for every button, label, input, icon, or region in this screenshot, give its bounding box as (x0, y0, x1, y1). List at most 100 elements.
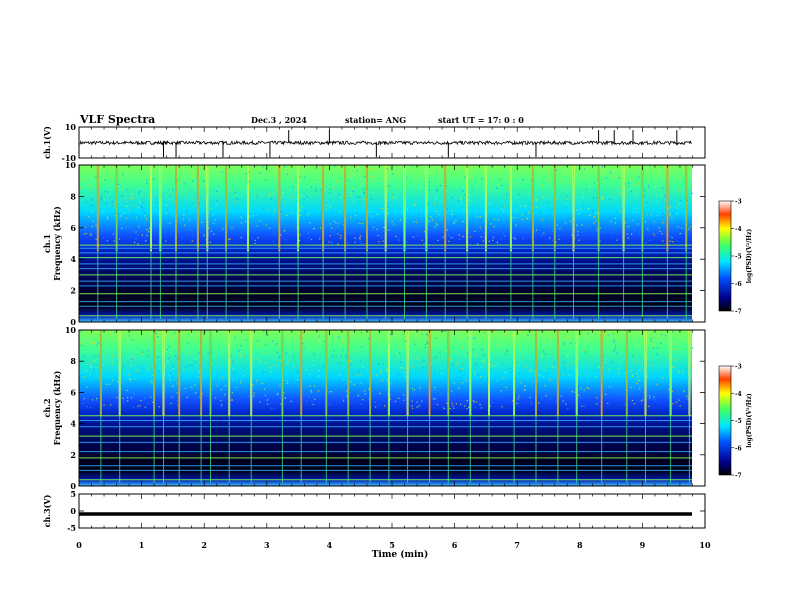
spectral-speckle (490, 363, 492, 365)
spectral-speckle (257, 340, 259, 342)
spectral-speckle (540, 355, 542, 357)
spectral-speckle (672, 366, 674, 368)
ch2-spectrogram-y-tick-label: 8 (70, 356, 76, 366)
spectral-speckle (514, 183, 516, 185)
spectral-speckle (316, 334, 318, 336)
spectral-speckle (525, 206, 527, 208)
spectral-speckle (269, 193, 271, 195)
spectral-speckle (568, 375, 570, 377)
spectral-speckle (667, 354, 669, 356)
ch3-wave-frame (78, 493, 706, 529)
spectral-speckle (262, 207, 264, 209)
spectral-speckle (359, 237, 361, 239)
spectral-speckle (166, 361, 169, 363)
spectral-speckle (635, 361, 638, 363)
spectral-speckle (672, 343, 674, 345)
spectral-speckle (348, 402, 350, 404)
spectral-speckle (357, 394, 359, 396)
spectral-speckle (673, 359, 676, 361)
spectral-speckle (193, 186, 195, 188)
spectral-speckle (428, 220, 430, 222)
spectral-speckle (567, 183, 569, 185)
spectral-speckle (573, 361, 575, 363)
spectral-speckle (650, 340, 652, 342)
spectral-speckle (543, 342, 545, 344)
spectral-speckle (364, 390, 366, 392)
spectral-speckle (277, 343, 279, 345)
spectral-speckle (359, 240, 361, 242)
spectral-speckle (541, 397, 543, 399)
spectral-speckle (615, 345, 617, 347)
spectral-speckle (412, 236, 414, 238)
spectral-speckle (349, 175, 351, 177)
spectral-speckle (183, 183, 185, 185)
spectral-speckle (235, 386, 237, 389)
ch2-spectrogram-y-tick-label: 10 (65, 325, 77, 335)
spectral-speckle (383, 186, 385, 188)
spectral-speckle (442, 333, 444, 335)
spectral-speckle (374, 401, 376, 403)
spectral-speckle (121, 227, 123, 229)
spectral-speckle (329, 188, 332, 190)
spectral-speckle (191, 199, 193, 201)
spectral-speckle (237, 198, 239, 200)
spectral-speckle (313, 181, 315, 183)
spectral-speckle (303, 347, 305, 349)
spectral-speckle (342, 398, 344, 400)
spectral-speckle (518, 395, 520, 397)
spectral-speckle (167, 360, 169, 362)
spectral-speckle (643, 362, 645, 364)
colorbar-tick-label: -4 (735, 391, 742, 398)
spectral-speckle (301, 175, 303, 177)
spectral-speckle (83, 233, 86, 235)
spectral-speckle (459, 377, 461, 379)
spectral-speckle (82, 167, 84, 169)
spectral-speckle (279, 359, 281, 361)
spectral-speckle (507, 187, 509, 189)
spectral-speckle (574, 188, 576, 190)
spectral-speckle (306, 400, 308, 402)
spectral-speckle (389, 334, 391, 336)
spectral-speckle (631, 166, 633, 168)
spectral-speckle (361, 172, 364, 174)
spectral-speckle (252, 384, 254, 386)
spectral-speckle (574, 343, 577, 345)
spectral-speckle (357, 395, 359, 398)
spectral-speckle (140, 206, 142, 208)
spectral-speckle (689, 187, 691, 189)
spectral-speckle (223, 193, 225, 195)
spectral-speckle (442, 406, 444, 408)
spectral-speckle (376, 353, 378, 355)
spectral-speckle (102, 178, 104, 181)
spectral-speckle (170, 352, 172, 354)
spectral-speckle (133, 393, 135, 395)
spectral-speckle (481, 349, 483, 351)
spectral-speckle (203, 180, 205, 182)
spectral-speckle (543, 232, 545, 234)
spectral-speckle (442, 357, 444, 359)
spectral-speckle (137, 405, 139, 407)
spectral-speckle (599, 227, 601, 229)
spectral-speckle (614, 222, 616, 224)
sferic-streak (178, 330, 180, 483)
spectral-speckle (323, 340, 325, 343)
spectral-speckle (468, 194, 470, 196)
spectral-speckle (452, 364, 454, 366)
spectral-speckle (357, 380, 359, 382)
spectral-speckle (368, 338, 370, 340)
spectral-speckle (93, 342, 95, 344)
spectral-speckle (164, 366, 166, 368)
spectral-speckle (454, 216, 456, 218)
spectral-speckle (635, 194, 637, 196)
spectral-speckle (691, 365, 693, 367)
spectral-speckle (370, 215, 372, 217)
ch1-wave-y-tick-label: -10 (62, 153, 77, 163)
spectral-speckle (360, 382, 362, 384)
spectral-speckle (235, 191, 237, 194)
spectral-speckle (657, 336, 659, 338)
spectral-speckle (431, 344, 433, 346)
spectral-speckle (281, 211, 283, 213)
spectral-speckle (95, 225, 97, 227)
sferic-streak (573, 165, 574, 319)
spectral-speckle (667, 202, 670, 204)
